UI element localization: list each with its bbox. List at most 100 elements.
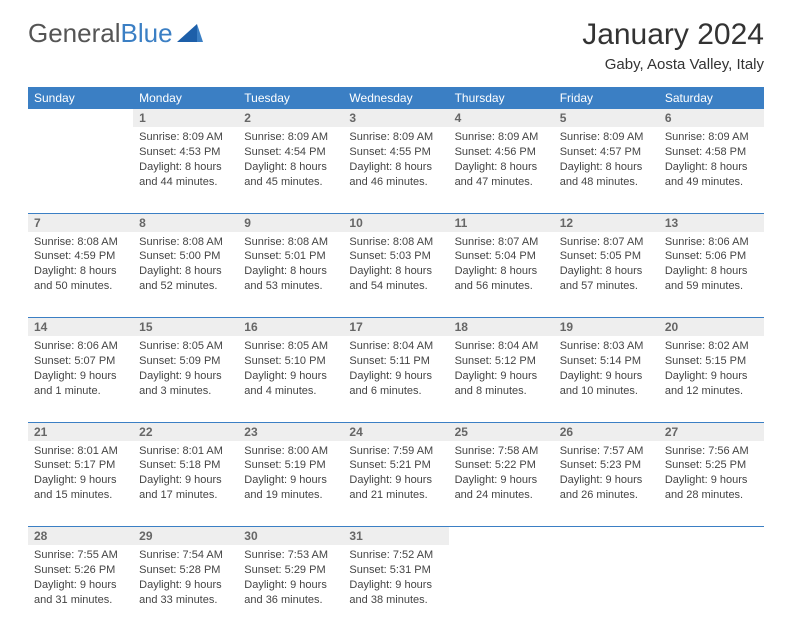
daylight-line: Daylight: 9 hours and 8 minutes. — [455, 369, 548, 399]
sunset-line: Sunset: 5:26 PM — [34, 563, 127, 578]
calendar-table: SundayMondayTuesdayWednesdayThursdayFrid… — [28, 87, 764, 631]
daylight-line: Daylight: 9 hours and 19 minutes. — [244, 473, 337, 503]
day-number-cell: 17 — [343, 318, 448, 337]
day-details: Sunrise: 8:01 AMSunset: 5:18 PMDaylight:… — [133, 441, 238, 509]
day-number-cell: 23 — [238, 422, 343, 441]
daylight-line: Daylight: 8 hours and 57 minutes. — [560, 264, 653, 294]
weekday-header: Saturday — [659, 87, 764, 109]
daylight-line: Daylight: 9 hours and 6 minutes. — [349, 369, 442, 399]
day-details: Sunrise: 8:09 AMSunset: 4:55 PMDaylight:… — [343, 127, 448, 195]
sunrise-line: Sunrise: 8:08 AM — [349, 235, 442, 250]
logo-word2: Blue — [121, 18, 173, 48]
sunset-line: Sunset: 5:15 PM — [665, 354, 758, 369]
day-number-cell: 7 — [28, 213, 133, 232]
day-number-cell: 24 — [343, 422, 448, 441]
sunrise-line: Sunrise: 8:09 AM — [665, 130, 758, 145]
daylight-line: Daylight: 9 hours and 1 minute. — [34, 369, 127, 399]
day-details: Sunrise: 7:59 AMSunset: 5:21 PMDaylight:… — [343, 441, 448, 509]
daylight-line: Daylight: 8 hours and 48 minutes. — [560, 160, 653, 190]
sunrise-line: Sunrise: 7:52 AM — [349, 548, 442, 563]
day-details: Sunrise: 8:03 AMSunset: 5:14 PMDaylight:… — [554, 336, 659, 404]
sunset-line: Sunset: 5:05 PM — [560, 249, 653, 264]
daynum-row: 21222324252627 — [28, 422, 764, 441]
sunset-line: Sunset: 5:21 PM — [349, 458, 442, 473]
daylight-line: Daylight: 9 hours and 12 minutes. — [665, 369, 758, 399]
sunrise-line: Sunrise: 7:57 AM — [560, 444, 653, 459]
daylight-line: Daylight: 9 hours and 4 minutes. — [244, 369, 337, 399]
sunrise-line: Sunrise: 8:05 AM — [139, 339, 232, 354]
daylight-line: Daylight: 9 hours and 21 minutes. — [349, 473, 442, 503]
sunrise-line: Sunrise: 8:06 AM — [34, 339, 127, 354]
sunset-line: Sunset: 4:58 PM — [665, 145, 758, 160]
sunrise-line: Sunrise: 8:00 AM — [244, 444, 337, 459]
sunset-line: Sunset: 4:55 PM — [349, 145, 442, 160]
title-block: January 2024 Gaby, Aosta Valley, Italy — [582, 18, 764, 73]
daylight-line: Daylight: 8 hours and 50 minutes. — [34, 264, 127, 294]
day-number-cell: 1 — [133, 109, 238, 127]
sunrise-line: Sunrise: 8:09 AM — [244, 130, 337, 145]
day-cell: Sunrise: 7:59 AMSunset: 5:21 PMDaylight:… — [343, 441, 448, 527]
day-details: Sunrise: 7:56 AMSunset: 5:25 PMDaylight:… — [659, 441, 764, 509]
weekday-header: Monday — [133, 87, 238, 109]
day-details: Sunrise: 8:07 AMSunset: 5:04 PMDaylight:… — [449, 232, 554, 300]
sunrise-line: Sunrise: 8:07 AM — [560, 235, 653, 250]
day-details: Sunrise: 7:53 AMSunset: 5:29 PMDaylight:… — [238, 545, 343, 613]
sunrise-line: Sunrise: 8:09 AM — [139, 130, 232, 145]
sunrise-line: Sunrise: 8:02 AM — [665, 339, 758, 354]
weekday-header: Sunday — [28, 87, 133, 109]
sunrise-line: Sunrise: 8:01 AM — [34, 444, 127, 459]
day-number-cell: 27 — [659, 422, 764, 441]
day-number-cell: 3 — [343, 109, 448, 127]
day-cell: Sunrise: 8:00 AMSunset: 5:19 PMDaylight:… — [238, 441, 343, 527]
sunset-line: Sunset: 4:57 PM — [560, 145, 653, 160]
day-number-cell: 15 — [133, 318, 238, 337]
sunrise-line: Sunrise: 8:06 AM — [665, 235, 758, 250]
sunset-line: Sunset: 5:01 PM — [244, 249, 337, 264]
day-details: Sunrise: 8:08 AMSunset: 5:01 PMDaylight:… — [238, 232, 343, 300]
sunrise-line: Sunrise: 8:03 AM — [560, 339, 653, 354]
page-title: January 2024 — [582, 18, 764, 52]
sunrise-line: Sunrise: 7:54 AM — [139, 548, 232, 563]
day-cell: Sunrise: 8:09 AMSunset: 4:56 PMDaylight:… — [449, 127, 554, 213]
sunrise-line: Sunrise: 7:56 AM — [665, 444, 758, 459]
day-cell: Sunrise: 8:08 AMSunset: 5:03 PMDaylight:… — [343, 232, 448, 318]
day-details: Sunrise: 8:08 AMSunset: 4:59 PMDaylight:… — [28, 232, 133, 300]
day-number-cell: 8 — [133, 213, 238, 232]
daylight-line: Daylight: 8 hours and 54 minutes. — [349, 264, 442, 294]
weekday-header: Wednesday — [343, 87, 448, 109]
sunset-line: Sunset: 4:54 PM — [244, 145, 337, 160]
sunset-line: Sunset: 4:56 PM — [455, 145, 548, 160]
daylight-line: Daylight: 9 hours and 17 minutes. — [139, 473, 232, 503]
sunrise-line: Sunrise: 8:08 AM — [244, 235, 337, 250]
day-cell: Sunrise: 8:01 AMSunset: 5:18 PMDaylight:… — [133, 441, 238, 527]
day-details: Sunrise: 8:04 AMSunset: 5:12 PMDaylight:… — [449, 336, 554, 404]
day-number-cell: 4 — [449, 109, 554, 127]
daylight-line: Daylight: 9 hours and 24 minutes. — [455, 473, 548, 503]
header: GeneralBlue January 2024 Gaby, Aosta Val… — [28, 18, 764, 73]
day-details: Sunrise: 8:06 AMSunset: 5:06 PMDaylight:… — [659, 232, 764, 300]
day-number-cell: 31 — [343, 527, 448, 546]
day-cell — [28, 127, 133, 213]
daylight-line: Daylight: 8 hours and 56 minutes. — [455, 264, 548, 294]
logo-word1: General — [28, 18, 121, 48]
weekday-header: Thursday — [449, 87, 554, 109]
sunset-line: Sunset: 4:59 PM — [34, 249, 127, 264]
sunset-line: Sunset: 5:17 PM — [34, 458, 127, 473]
sunrise-line: Sunrise: 8:04 AM — [349, 339, 442, 354]
day-cell — [659, 545, 764, 631]
day-details: Sunrise: 8:00 AMSunset: 5:19 PMDaylight:… — [238, 441, 343, 509]
sunset-line: Sunset: 5:22 PM — [455, 458, 548, 473]
day-cell: Sunrise: 7:56 AMSunset: 5:25 PMDaylight:… — [659, 441, 764, 527]
sunrise-line: Sunrise: 8:08 AM — [34, 235, 127, 250]
day-cell: Sunrise: 7:58 AMSunset: 5:22 PMDaylight:… — [449, 441, 554, 527]
sunrise-line: Sunrise: 8:07 AM — [455, 235, 548, 250]
day-cell: Sunrise: 8:08 AMSunset: 5:01 PMDaylight:… — [238, 232, 343, 318]
calendar-body: 123456Sunrise: 8:09 AMSunset: 4:53 PMDay… — [28, 109, 764, 631]
sunset-line: Sunset: 5:29 PM — [244, 563, 337, 578]
day-details: Sunrise: 8:09 AMSunset: 4:58 PMDaylight:… — [659, 127, 764, 195]
day-details: Sunrise: 8:09 AMSunset: 4:53 PMDaylight:… — [133, 127, 238, 195]
day-cell: Sunrise: 7:53 AMSunset: 5:29 PMDaylight:… — [238, 545, 343, 631]
day-cell: Sunrise: 8:09 AMSunset: 4:55 PMDaylight:… — [343, 127, 448, 213]
daylight-line: Daylight: 8 hours and 49 minutes. — [665, 160, 758, 190]
weekday-header: Friday — [554, 87, 659, 109]
